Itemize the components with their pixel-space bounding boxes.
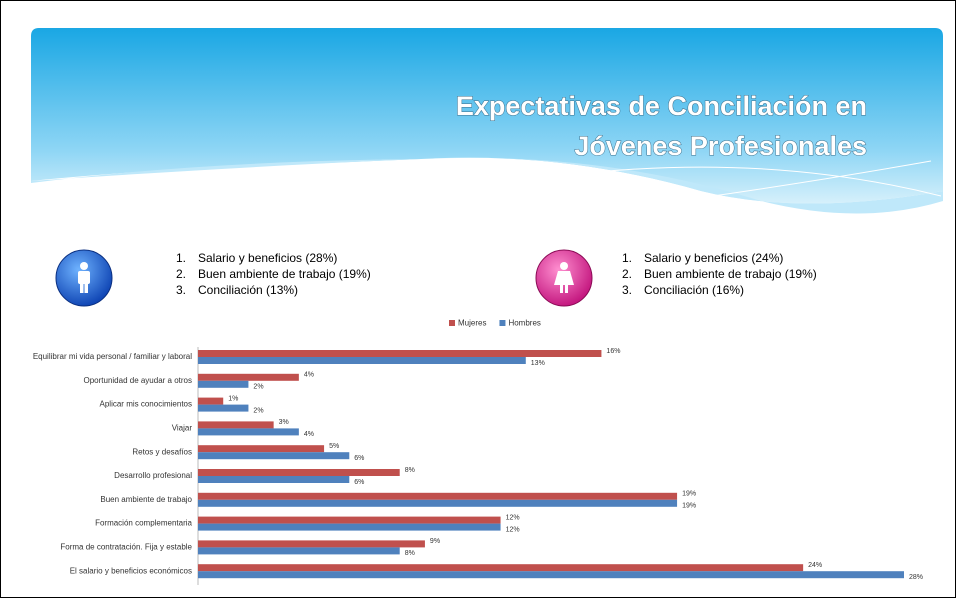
bar xyxy=(198,405,248,412)
value-label: 3% xyxy=(279,419,289,426)
value-label: 19% xyxy=(682,503,696,510)
list-number: 1. xyxy=(176,251,186,265)
list-text: Conciliación (16%) xyxy=(644,283,744,297)
bar xyxy=(198,374,299,381)
slide-canvas: Expectativas de Conciliación en Jóvenes … xyxy=(1,1,955,597)
list-number: 2. xyxy=(176,267,186,281)
value-label: 12% xyxy=(506,514,520,521)
value-label: 9% xyxy=(430,538,440,545)
value-label: 2% xyxy=(253,384,263,391)
value-label: 6% xyxy=(354,455,364,462)
female-icon xyxy=(536,250,592,306)
legend-label: Hombres xyxy=(508,319,540,328)
list-text: Buen ambiente de trabajo (19%) xyxy=(644,267,817,281)
value-label: 12% xyxy=(506,526,520,533)
value-label: 16% xyxy=(606,348,620,355)
value-label: 2% xyxy=(253,407,263,414)
bar xyxy=(198,493,677,500)
value-label: 28% xyxy=(909,574,923,581)
bar xyxy=(198,540,425,547)
list-number: 3. xyxy=(622,283,632,297)
category-label: Forma de contratación. Fija y estable xyxy=(60,543,192,552)
bar xyxy=(198,350,601,357)
list-text: Salario y beneficios (24%) xyxy=(644,251,783,265)
bar xyxy=(198,398,223,405)
value-label: 6% xyxy=(354,479,364,486)
bar xyxy=(198,476,349,483)
value-label: 8% xyxy=(405,550,415,557)
list-number: 2. xyxy=(622,267,632,281)
bar xyxy=(198,428,299,435)
bar-chart: Mujeres Hombres Equilibrar mi vida persona… xyxy=(33,319,923,585)
list-text: Buen ambiente de trabajo (19%) xyxy=(198,267,371,281)
value-label: 8% xyxy=(405,467,415,474)
bar xyxy=(198,421,274,428)
bar xyxy=(198,357,526,364)
category-label: Equilibrar mi vida personal / familiar y… xyxy=(33,352,192,361)
bar xyxy=(198,517,501,524)
list-number: 1. xyxy=(622,251,632,265)
category-label: El salario y beneficios económicos xyxy=(70,566,192,575)
category-label: Desarrollo profesional xyxy=(114,471,192,480)
category-label: Buen ambiente de trabajo xyxy=(100,495,192,504)
bar xyxy=(198,547,400,554)
bar xyxy=(198,500,677,507)
male-icon xyxy=(56,250,112,306)
list-text: Salario y beneficios (28%) xyxy=(198,251,337,265)
bar xyxy=(198,469,400,476)
bar xyxy=(198,524,501,531)
value-label: 4% xyxy=(304,372,314,379)
value-label: 5% xyxy=(329,443,339,450)
value-label: 1% xyxy=(228,395,238,402)
category-label: Viajar xyxy=(172,424,193,433)
title-line: Expectativas de Conciliación en xyxy=(456,91,867,121)
bar xyxy=(198,571,904,578)
bar xyxy=(198,381,248,388)
value-label: 13% xyxy=(531,360,545,367)
bar xyxy=(198,564,803,571)
category-label: Aplicar mis conocimientos xyxy=(100,400,192,409)
title-line: Jóvenes Profesionales xyxy=(574,131,867,161)
slide: Expectativas de Conciliación en Jóvenes … xyxy=(0,0,956,598)
list-number: 3. xyxy=(176,283,186,297)
category-label: Oportunidad de ayudar a otros xyxy=(83,376,192,385)
value-label: 19% xyxy=(682,491,696,498)
bar xyxy=(198,452,349,459)
value-label: 24% xyxy=(808,562,822,569)
category-label: Formación complementaria xyxy=(95,519,192,528)
legend-swatch xyxy=(499,320,505,326)
legend-label: Mujeres xyxy=(458,319,486,328)
value-label: 4% xyxy=(304,431,314,438)
legend-swatch xyxy=(449,320,455,326)
bar xyxy=(198,445,324,452)
category-label: Retos y desafíos xyxy=(132,447,192,456)
list-text: Conciliación (13%) xyxy=(198,283,298,297)
